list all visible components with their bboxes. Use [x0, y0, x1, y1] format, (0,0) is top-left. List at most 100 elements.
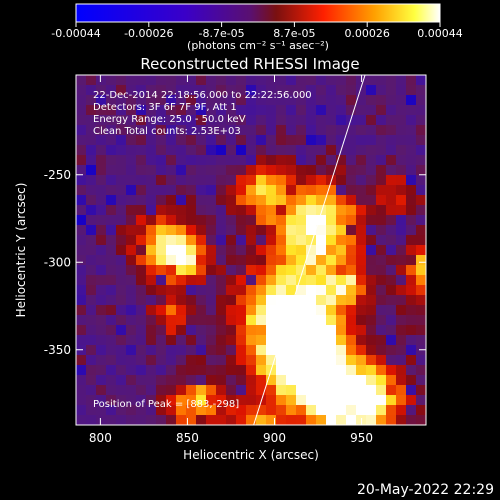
heatmap-cell [206, 415, 216, 425]
heatmap-cell [86, 125, 96, 135]
heatmap-cell [276, 165, 286, 175]
heatmap-cell [236, 95, 246, 105]
heatmap-cell [86, 265, 96, 275]
heatmap-cell [76, 335, 86, 345]
heatmap-cell [186, 415, 196, 425]
heatmap-cells [76, 75, 426, 425]
heatmap-cell [306, 345, 316, 355]
heatmap-cell [146, 125, 156, 135]
heatmap-cell [236, 135, 246, 145]
heatmap-cell [246, 405, 256, 415]
heatmap-cell [136, 415, 146, 425]
heatmap-cell [196, 375, 206, 385]
heatmap-cell [236, 385, 246, 395]
colorbar-tick-label: -0.00026 [124, 27, 173, 40]
heatmap-cell [376, 165, 386, 175]
colorbar-tick-label: 0.00026 [344, 27, 390, 40]
heatmap-cell [156, 185, 166, 195]
annotation-line: Detectors: 3F 6F 7F 9F, Att 1 [93, 102, 237, 113]
heatmap-cell [176, 355, 186, 365]
heatmap-cell [216, 165, 226, 175]
heatmap-cell [166, 95, 176, 105]
heatmap-cell [226, 225, 236, 235]
heatmap-cell [116, 375, 126, 385]
heatmap-cell [126, 295, 136, 305]
heatmap-cell [266, 275, 276, 285]
heatmap-cell [366, 215, 376, 225]
heatmap-cell [266, 345, 276, 355]
heatmap-cell [296, 235, 306, 245]
heatmap-cell [366, 205, 376, 215]
heatmap-cell [376, 285, 386, 295]
heatmap-cell [116, 145, 126, 155]
heatmap-cell [296, 175, 306, 185]
heatmap-cell [126, 165, 136, 175]
heatmap-cell [416, 235, 426, 245]
heatmap-cell [386, 235, 396, 245]
heatmap-cell [246, 295, 256, 305]
heatmap-cell [366, 75, 376, 85]
heatmap-cell [266, 135, 276, 145]
heatmap-cell [116, 335, 126, 345]
heatmap-cell [166, 385, 176, 395]
heatmap-cell [206, 225, 216, 235]
heatmap-cell [126, 185, 136, 195]
heatmap-cell [196, 255, 206, 265]
heatmap-cell [126, 105, 136, 115]
heatmap-cell [326, 315, 336, 325]
heatmap-cell [146, 195, 156, 205]
heatmap-cell [176, 75, 186, 85]
heatmap-cell [156, 255, 166, 265]
heatmap-cell [406, 75, 416, 85]
x-tick-label: 900 [263, 431, 286, 445]
heatmap-cell [316, 125, 326, 135]
heatmap-cell [126, 365, 136, 375]
heatmap-cell [386, 335, 396, 345]
heatmap-cell [336, 95, 346, 105]
heatmap-cell [76, 375, 86, 385]
footer-date: 20-May-2022 22:29 [357, 482, 494, 498]
heatmap-cell [366, 305, 376, 315]
heatmap-cell [106, 245, 116, 255]
heatmap-cell [306, 195, 316, 205]
y-tick-label: -350 [44, 343, 71, 357]
heatmap-cell [336, 105, 346, 115]
heatmap-cell [266, 115, 276, 125]
heatmap-cell [346, 265, 356, 275]
heatmap-cell [406, 155, 416, 165]
heatmap-cell [176, 345, 186, 355]
heatmap-cell [176, 325, 186, 335]
heatmap-cell [346, 325, 356, 335]
heatmap-cell [346, 215, 356, 225]
heatmap-cell [356, 115, 366, 125]
heatmap-cell [156, 355, 166, 365]
heatmap-cell [196, 115, 206, 125]
heatmap-cell [356, 375, 366, 385]
heatmap-cell [76, 165, 86, 175]
heatmap-cell [76, 205, 86, 215]
heatmap-cell [76, 245, 86, 255]
heatmap-cell [176, 105, 186, 115]
plot-frame [75, 74, 427, 426]
heatmap-cell [136, 305, 146, 315]
heatmap-cell [396, 255, 406, 265]
heatmap-cell [116, 165, 126, 175]
heatmap-cell [246, 385, 256, 395]
heatmap-cell [306, 85, 316, 95]
heatmap-cell [416, 195, 426, 205]
heatmap-cell [216, 95, 226, 105]
heatmap-cell [396, 265, 406, 275]
heatmap-cell [96, 245, 106, 255]
heatmap-cell [346, 145, 356, 155]
heatmap-cell [126, 355, 136, 365]
heatmap-cell [136, 325, 146, 335]
heatmap-cell [96, 265, 106, 275]
heatmap-cell [386, 365, 396, 375]
heatmap-cell [106, 295, 116, 305]
heatmap-cell [406, 345, 416, 355]
heatmap-cell [376, 135, 386, 145]
heatmap-cell [156, 195, 166, 205]
heatmap-cell [96, 405, 106, 415]
heatmap-cell [136, 395, 146, 405]
heatmap-cell [126, 255, 136, 265]
